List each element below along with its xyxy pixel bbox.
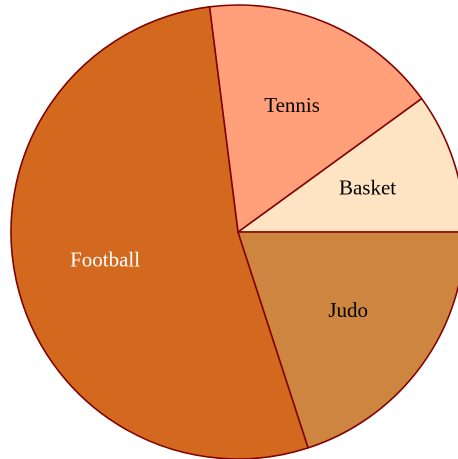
pie-slice bbox=[237, 231, 458, 449]
slice-label: Football bbox=[70, 248, 140, 272]
slice-label: Basket bbox=[339, 176, 396, 200]
slice-label: Judo bbox=[328, 298, 368, 322]
pie-slice bbox=[10, 5, 309, 459]
pie-slice bbox=[208, 4, 423, 233]
pie-slice bbox=[237, 97, 458, 233]
slice-label: Tennis bbox=[264, 93, 320, 117]
